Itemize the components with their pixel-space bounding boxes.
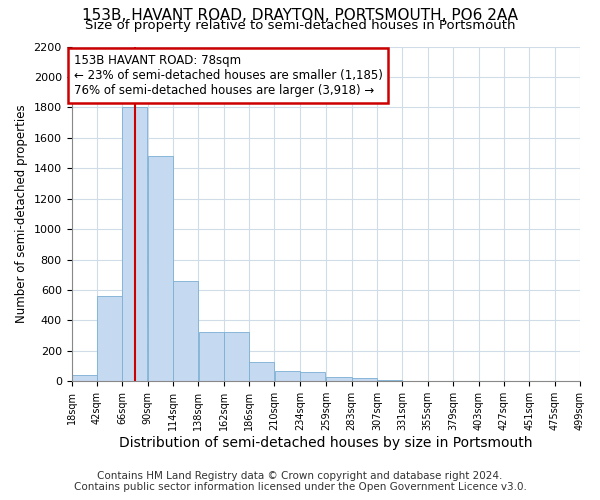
Bar	[199, 332, 224, 382]
Text: Size of property relative to semi-detached houses in Portsmouth: Size of property relative to semi-detach…	[85, 18, 515, 32]
Bar	[403, 380, 428, 382]
Bar	[300, 372, 325, 382]
X-axis label: Distribution of semi-detached houses by size in Portsmouth: Distribution of semi-detached houses by …	[119, 436, 533, 450]
Bar	[224, 332, 249, 382]
Bar	[173, 281, 198, 382]
Text: Contains HM Land Registry data © Crown copyright and database right 2024.
Contai: Contains HM Land Registry data © Crown c…	[74, 471, 526, 492]
Bar	[326, 377, 352, 382]
Text: 153B, HAVANT ROAD, DRAYTON, PORTSMOUTH, PO6 2AA: 153B, HAVANT ROAD, DRAYTON, PORTSMOUTH, …	[82, 8, 518, 22]
Bar	[352, 378, 377, 382]
Bar	[275, 372, 300, 382]
Y-axis label: Number of semi-detached properties: Number of semi-detached properties	[15, 104, 28, 323]
Bar	[148, 156, 173, 382]
Bar	[71, 376, 97, 382]
Bar	[97, 296, 122, 382]
Bar	[377, 380, 402, 382]
Bar	[249, 362, 274, 382]
Bar	[122, 108, 148, 382]
Text: 153B HAVANT ROAD: 78sqm
← 23% of semi-detached houses are smaller (1,185)
76% of: 153B HAVANT ROAD: 78sqm ← 23% of semi-de…	[74, 54, 383, 97]
